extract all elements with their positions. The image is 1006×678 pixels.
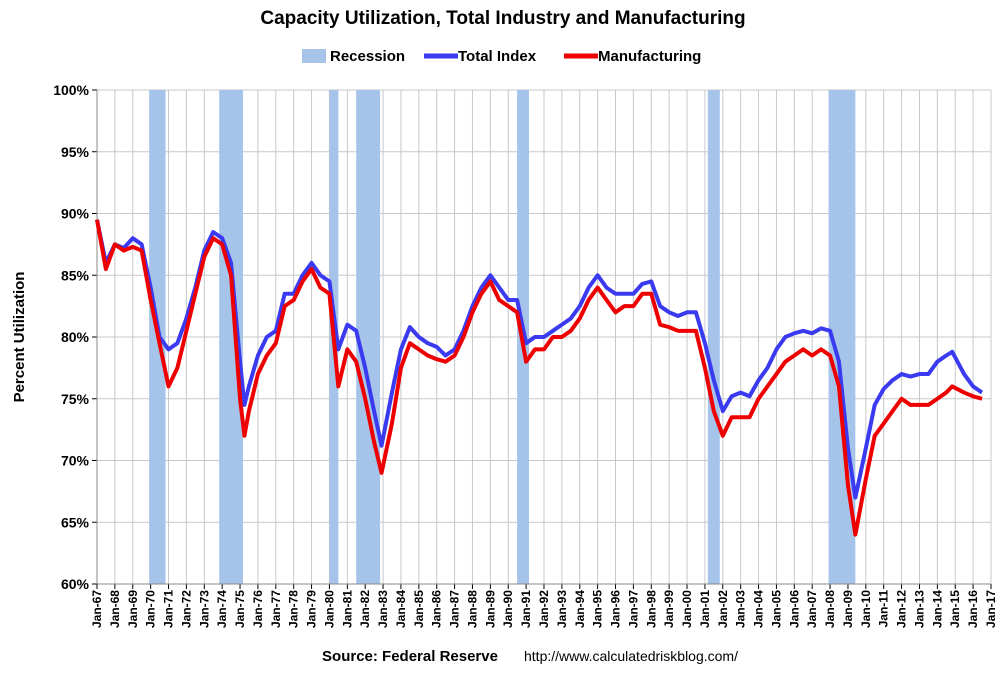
x-tick-label: Jan-07 xyxy=(805,590,819,628)
y-tick-label: 65% xyxy=(61,514,90,530)
x-tick-label: Jan-06 xyxy=(787,590,801,628)
x-tick-label: Jan-09 xyxy=(841,590,855,628)
x-tick-label: Jan-77 xyxy=(269,590,283,628)
x-tick-label: Jan-71 xyxy=(162,590,176,628)
x-tick-label: Jan-75 xyxy=(233,590,247,628)
x-tick-label: Jan-88 xyxy=(465,590,479,628)
y-tick-label: 95% xyxy=(61,144,90,160)
x-tick-label: Jan-04 xyxy=(752,590,766,628)
x-tick-label: Jan-87 xyxy=(448,590,462,628)
x-tick-label: Jan-83 xyxy=(376,590,390,628)
x-tick-label: Jan-79 xyxy=(305,590,319,628)
legend-label: Manufacturing xyxy=(598,48,701,65)
x-tick-label: Jan-82 xyxy=(358,590,372,628)
x-tick-label: Jan-68 xyxy=(108,590,122,628)
recession-band xyxy=(219,90,243,584)
x-tick-label: Jan-96 xyxy=(608,590,622,628)
x-tick-label: Jan-73 xyxy=(197,590,211,628)
x-tick-label: Jan-78 xyxy=(287,590,301,628)
x-tick-label: Jan-99 xyxy=(662,590,676,628)
x-tick-label: Jan-91 xyxy=(519,590,533,628)
x-tick-label: Jan-89 xyxy=(483,590,497,628)
y-tick-label: 75% xyxy=(61,391,90,407)
y-tick-label: 100% xyxy=(53,82,89,98)
x-tick-label: Jan-13 xyxy=(912,590,926,628)
x-tick-label: Jan-02 xyxy=(716,590,730,628)
x-tick-label: Jan-76 xyxy=(251,590,265,628)
legend-label: Total Index xyxy=(458,48,537,65)
x-tick-label: Jan-72 xyxy=(179,590,193,628)
recession-band xyxy=(707,90,720,584)
y-tick-label: 70% xyxy=(61,453,90,469)
x-tick-label: Jan-05 xyxy=(769,590,783,628)
x-tick-label: Jan-15 xyxy=(948,590,962,628)
x-tick-label: Jan-85 xyxy=(412,590,426,628)
legend-label: Recession xyxy=(330,48,405,65)
y-tick-label: 85% xyxy=(61,267,90,283)
x-tick-label: Jan-97 xyxy=(626,590,640,628)
x-tick-label: Jan-01 xyxy=(698,590,712,628)
y-tick-label: 90% xyxy=(61,206,90,222)
x-tick-label: Jan-98 xyxy=(644,590,658,628)
x-tick-label: Jan-90 xyxy=(501,590,515,628)
x-tick-label: Jan-67 xyxy=(90,590,104,628)
chart-title: Capacity Utilization, Total Industry and… xyxy=(260,8,745,29)
x-tick-label: Jan-03 xyxy=(734,590,748,628)
x-tick-label: Jan-84 xyxy=(394,590,408,628)
series-line xyxy=(95,219,983,537)
x-tick-label: Jan-80 xyxy=(322,590,336,628)
x-tick-label: Jan-17 xyxy=(984,590,998,628)
x-tick-label: Jan-69 xyxy=(126,590,140,628)
y-tick-label: 80% xyxy=(61,329,90,345)
x-tick-label: Jan-08 xyxy=(823,590,837,628)
recession-band xyxy=(356,90,381,584)
x-tick-label: Jan-81 xyxy=(340,590,354,628)
x-tick-label: Jan-92 xyxy=(537,590,551,628)
x-tick-label: Jan-11 xyxy=(877,590,891,628)
x-tick-label: Jan-16 xyxy=(966,590,980,628)
url: http://www.calculatedriskblog.com/ xyxy=(524,648,738,664)
x-tick-label: Jan-95 xyxy=(591,590,605,628)
series-line xyxy=(95,219,984,500)
legend-swatch xyxy=(302,49,326,63)
x-tick-label: Jan-93 xyxy=(555,590,569,628)
x-tick-label: Jan-14 xyxy=(930,590,944,628)
x-tick-label: Jan-74 xyxy=(215,590,229,628)
y-tick-label: 60% xyxy=(61,576,90,592)
y-axis-label: Percent Utilization xyxy=(11,272,28,403)
x-tick-label: Jan-86 xyxy=(430,590,444,628)
x-tick-label: Jan-70 xyxy=(144,590,158,628)
x-tick-label: Jan-10 xyxy=(859,590,873,628)
source: Source: Federal Reserve xyxy=(322,648,498,665)
x-tick-label: Jan-12 xyxy=(895,590,909,628)
x-tick-label: Jan-00 xyxy=(680,590,694,628)
x-tick-label: Jan-94 xyxy=(573,590,587,628)
